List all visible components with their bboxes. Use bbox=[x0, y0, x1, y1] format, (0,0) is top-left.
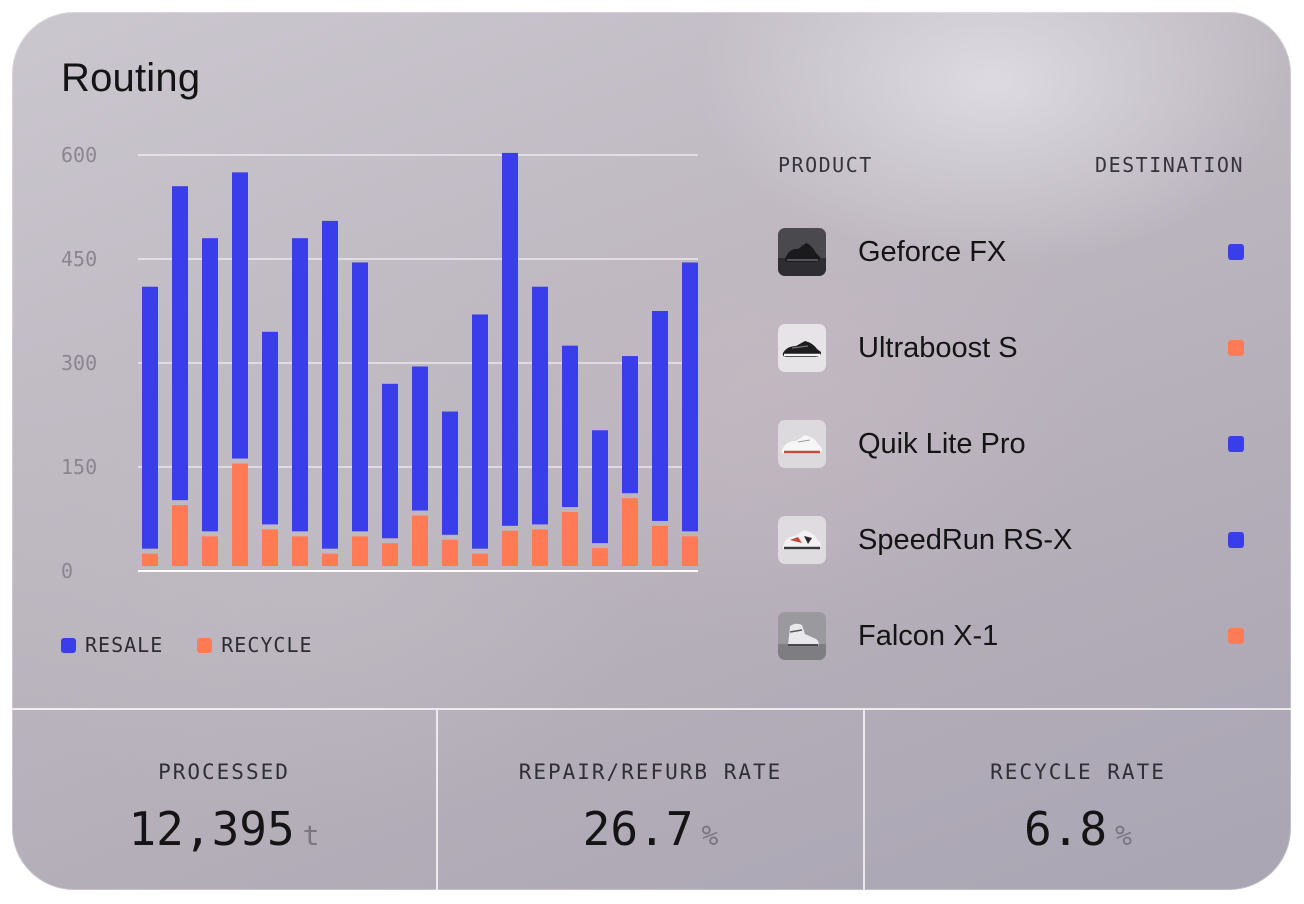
legend-swatch-resale bbox=[61, 637, 76, 653]
bar-recycle bbox=[562, 512, 578, 566]
bar-recycle bbox=[292, 536, 308, 566]
bar-recycle bbox=[472, 553, 488, 566]
product-name: Ultraboost S bbox=[858, 332, 1018, 364]
bar-recycle bbox=[322, 553, 338, 566]
product-row[interactable]: Falcon X-1 bbox=[778, 612, 1244, 662]
bar-resale bbox=[322, 220, 338, 549]
product-name: Falcon X-1 bbox=[858, 620, 999, 652]
stat-unit: % bbox=[1115, 819, 1132, 852]
product-row[interactable]: Ultraboost S bbox=[778, 324, 1244, 374]
bar-recycle bbox=[682, 536, 698, 566]
product-row[interactable]: Geforce FX bbox=[778, 228, 1244, 278]
stat-repair-refurb-rate: REPAIR/REFURB RATE 26.7% bbox=[438, 710, 863, 890]
product-name: SpeedRun RS-X bbox=[858, 524, 1073, 556]
stat-recycle-rate: RECYCLE RATE 6.8% bbox=[865, 710, 1291, 890]
stat-value-row: 12,395 t bbox=[12, 802, 436, 856]
black-white-sneaker-icon bbox=[778, 324, 826, 372]
legend-label-recycle: RECYCLE bbox=[221, 633, 313, 657]
stat-label: RECYCLE RATE bbox=[990, 760, 1166, 784]
stat-unit: t bbox=[302, 819, 320, 852]
bar-recycle bbox=[232, 463, 248, 566]
stat-unit: % bbox=[701, 819, 719, 852]
stat-value: 26.7 bbox=[582, 802, 694, 856]
y-tick-label: 600 bbox=[61, 143, 97, 167]
bar-resale bbox=[262, 331, 278, 525]
bar-resale bbox=[202, 238, 218, 532]
white-sneaker-icon bbox=[778, 420, 826, 468]
bar-recycle bbox=[172, 505, 188, 566]
bar-resale bbox=[232, 172, 248, 459]
dark-sneaker-icon bbox=[778, 228, 826, 276]
legend-item-recycle: RECYCLE bbox=[197, 633, 312, 657]
bar-recycle bbox=[622, 498, 638, 566]
bar-resale bbox=[142, 286, 158, 549]
stats-divider bbox=[436, 710, 438, 890]
product-row[interactable]: Quik Lite Pro bbox=[778, 420, 1244, 470]
bar-resale bbox=[682, 262, 698, 532]
bar-recycle bbox=[202, 536, 218, 566]
legend-swatch-recycle bbox=[197, 637, 213, 653]
bar-recycle bbox=[502, 530, 518, 566]
bar-resale bbox=[292, 238, 308, 532]
page-title: Routing bbox=[61, 56, 201, 100]
destination-resale-indicator bbox=[1228, 532, 1244, 548]
product-name: Quik Lite Pro bbox=[858, 428, 1026, 460]
bar-recycle bbox=[652, 525, 668, 566]
bar-resale bbox=[652, 311, 668, 521]
bar-recycle bbox=[592, 548, 608, 566]
bar-recycle bbox=[532, 529, 548, 566]
destination-recycle-indicator bbox=[1228, 340, 1244, 356]
bar-recycle bbox=[262, 529, 278, 566]
stat-value-row: 26.7% bbox=[438, 802, 863, 856]
bar-recycle bbox=[352, 536, 368, 566]
y-tick-label: 0 bbox=[61, 559, 73, 583]
y-tick-label: 300 bbox=[61, 351, 97, 375]
bar-resale bbox=[352, 262, 368, 532]
product-name: Geforce FX bbox=[858, 236, 1007, 268]
stat-label: REPAIR/REFURB RATE bbox=[518, 760, 783, 784]
bar-recycle bbox=[412, 515, 428, 566]
legend-item-resale: RESALE bbox=[61, 633, 163, 657]
destination-recycle-indicator bbox=[1228, 628, 1244, 644]
product-row[interactable]: SpeedRun RS-X bbox=[778, 516, 1244, 566]
y-tick-label: 150 bbox=[61, 455, 97, 479]
stat-processed: PROCESSED 12,395 t bbox=[12, 710, 436, 890]
column-header-destination: DESTINATION bbox=[1095, 153, 1244, 177]
destination-resale-indicator bbox=[1228, 244, 1244, 260]
routing-card: Routing 600 450 300 150 0 RESALE RECYCLE PRO… bbox=[12, 12, 1291, 890]
bar-resale bbox=[622, 356, 638, 494]
bar-resale bbox=[172, 186, 188, 501]
bar-recycle bbox=[142, 553, 158, 566]
chart-legend: RESALE RECYCLE bbox=[61, 633, 347, 657]
bar-resale bbox=[382, 383, 398, 539]
destination-resale-indicator bbox=[1228, 436, 1244, 452]
stats-divider bbox=[12, 708, 1291, 710]
column-header-product: PRODUCT bbox=[778, 153, 873, 177]
y-tick-label: 450 bbox=[61, 247, 97, 271]
bar-recycle bbox=[382, 543, 398, 566]
bar-resale bbox=[412, 366, 428, 511]
bar-resale bbox=[592, 430, 608, 544]
stat-label: PROCESSED bbox=[158, 760, 290, 784]
stat-value: 6.8 bbox=[1024, 802, 1108, 856]
bar-resale bbox=[502, 152, 518, 526]
bar-recycle bbox=[442, 539, 458, 566]
legend-label-resale: RESALE bbox=[85, 633, 164, 657]
routing-bar-chart: 600 450 300 150 0 bbox=[61, 143, 698, 583]
bar-resale bbox=[442, 411, 458, 535]
stats-divider bbox=[863, 710, 865, 890]
bar-resale bbox=[532, 286, 548, 525]
stat-value: 12,395 bbox=[128, 802, 295, 856]
bar-resale bbox=[562, 345, 578, 508]
stat-value-row: 6.8% bbox=[865, 802, 1291, 856]
high-top-sneaker-icon bbox=[778, 612, 826, 660]
chunky-sneaker-icon bbox=[778, 516, 826, 564]
bar-resale bbox=[472, 314, 488, 549]
